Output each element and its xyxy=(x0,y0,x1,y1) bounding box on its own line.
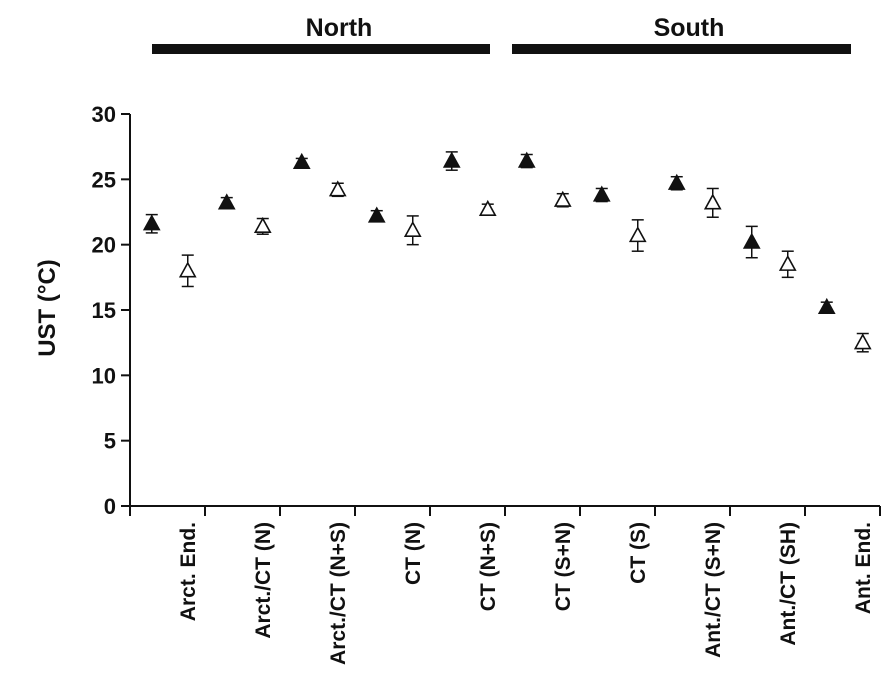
open-triangle-point xyxy=(553,190,572,207)
group-bar-north xyxy=(152,44,490,54)
x-tick-label: CT (S) xyxy=(627,522,650,584)
x-tick-label: Arct. End. xyxy=(177,522,200,621)
filled-triangle-point xyxy=(442,151,461,168)
x-tick-label: CT (N) xyxy=(402,522,425,585)
filled-triangle-point xyxy=(592,185,611,202)
filled-triangle-point xyxy=(217,193,236,210)
filled-triangle-point xyxy=(292,152,311,169)
open-triangle-point xyxy=(478,199,497,217)
data-points xyxy=(142,151,872,353)
open-triangle-point xyxy=(778,254,797,271)
filled-triangle-point xyxy=(667,173,686,190)
open-triangle-point xyxy=(703,193,722,210)
filled-triangle-point xyxy=(817,297,836,315)
x-tick-label: CT (N+S) xyxy=(477,522,500,611)
open-triangle-point xyxy=(178,261,197,278)
x-tick-label: Ant./CT (S+N) xyxy=(702,522,725,658)
y-axis-label: UST (°C) xyxy=(34,259,61,357)
filled-triangle-point xyxy=(367,206,386,223)
group-label-south: South xyxy=(654,14,725,42)
open-triangle-point xyxy=(328,180,347,197)
group-bar-south xyxy=(512,44,851,54)
y-tick-label: 25 xyxy=(92,167,116,192)
filled-triangle-point xyxy=(742,232,761,249)
x-tick-label: CT (S+N) xyxy=(552,522,575,611)
filled-triangle-point xyxy=(517,151,536,168)
x-tick-label: Arct./CT (N) xyxy=(252,522,275,639)
x-tick-label: Ant./CT (SH) xyxy=(777,522,800,646)
x-tick-label: Arct./CT (N+S) xyxy=(327,522,350,665)
open-triangle-point xyxy=(628,226,647,243)
y-tick-label: 30 xyxy=(92,102,116,127)
group-headers: North South xyxy=(152,14,851,54)
group-label-north: North xyxy=(306,14,373,42)
y-tick-label: 10 xyxy=(92,363,116,388)
y-ticks: 0 5 10 15 20 25 30 xyxy=(92,102,130,519)
open-triangle-point xyxy=(253,216,272,234)
y-tick-label: 5 xyxy=(104,429,116,454)
open-triangle-point xyxy=(853,333,872,350)
y-tick-label: 0 xyxy=(104,494,116,519)
x-tick-label: Ant. End. xyxy=(852,522,875,614)
x-ticks: Arct. End. Arct./CT (N) Arct./CT (N+S) CT (… xyxy=(129,506,881,665)
open-triangle-point xyxy=(403,220,422,237)
y-tick-label: 20 xyxy=(92,233,116,258)
filled-triangle-point xyxy=(142,214,161,231)
y-tick-label: 15 xyxy=(92,298,116,323)
